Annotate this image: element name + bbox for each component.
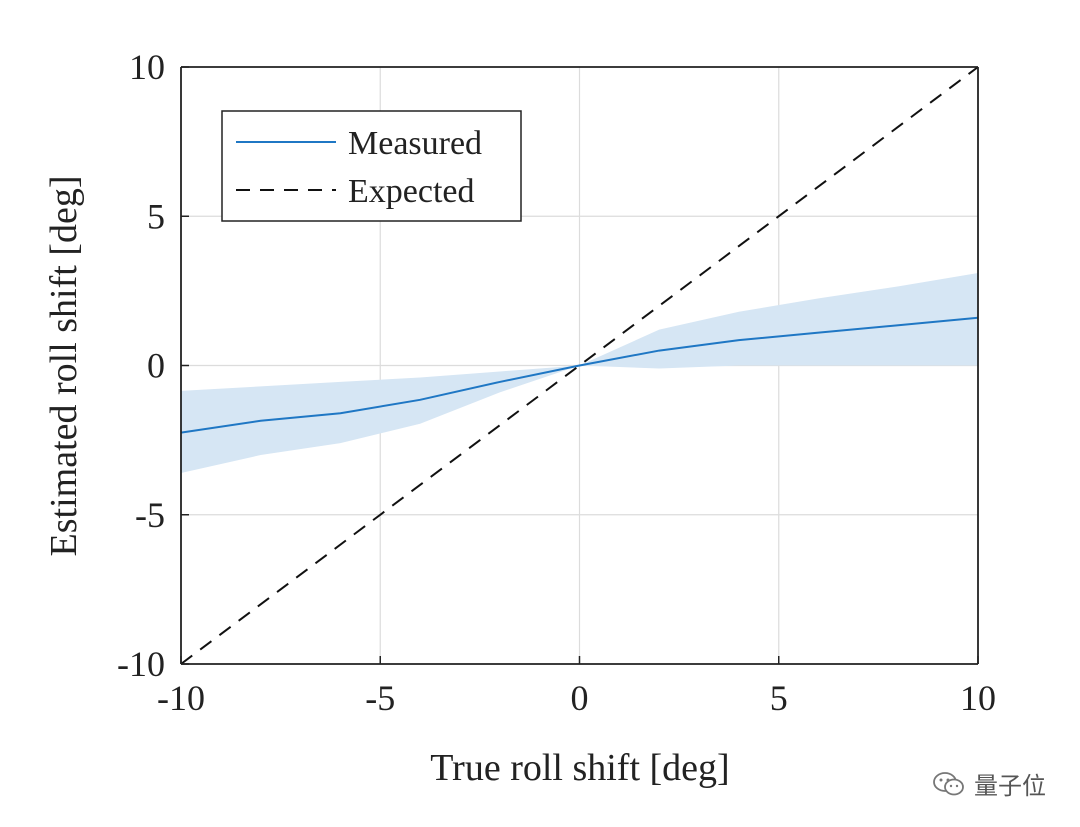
legend-box xyxy=(221,110,522,222)
legend-label-measured: Measured xyxy=(348,125,482,162)
band-measured xyxy=(181,272,978,473)
x-tick-label: -5 xyxy=(365,678,395,718)
y-tick-label: 0 xyxy=(147,346,165,386)
y-tick-label: -5 xyxy=(135,495,165,535)
x-tick-label: 5 xyxy=(770,678,788,718)
y-tick-label: 5 xyxy=(147,196,165,236)
axes xyxy=(180,66,979,665)
x-tick-label: 10 xyxy=(960,678,996,718)
y-axis-title: Estimated roll shift [deg] xyxy=(43,176,85,557)
tick-labels: -10 -5 0 5 10 -10 -5 0 5 10 xyxy=(117,47,996,718)
wechat-icon xyxy=(932,771,966,797)
series-line-measured xyxy=(180,316,979,434)
confidence-band xyxy=(181,272,978,473)
legend: Measured Expected xyxy=(221,110,522,222)
series-lines xyxy=(180,66,979,665)
y-tick-label: 10 xyxy=(129,47,165,87)
watermark: 量子位 xyxy=(932,766,1046,801)
x-axis-title: True roll shift [deg] xyxy=(430,747,729,789)
y-tick-label: -10 xyxy=(117,644,165,684)
series-line-expected xyxy=(180,66,979,665)
legend-label-expected: Expected xyxy=(348,173,475,210)
x-tick-label: 0 xyxy=(571,678,589,718)
x-tick-label: -10 xyxy=(157,678,205,718)
watermark-text: 量子位 xyxy=(974,772,1046,800)
